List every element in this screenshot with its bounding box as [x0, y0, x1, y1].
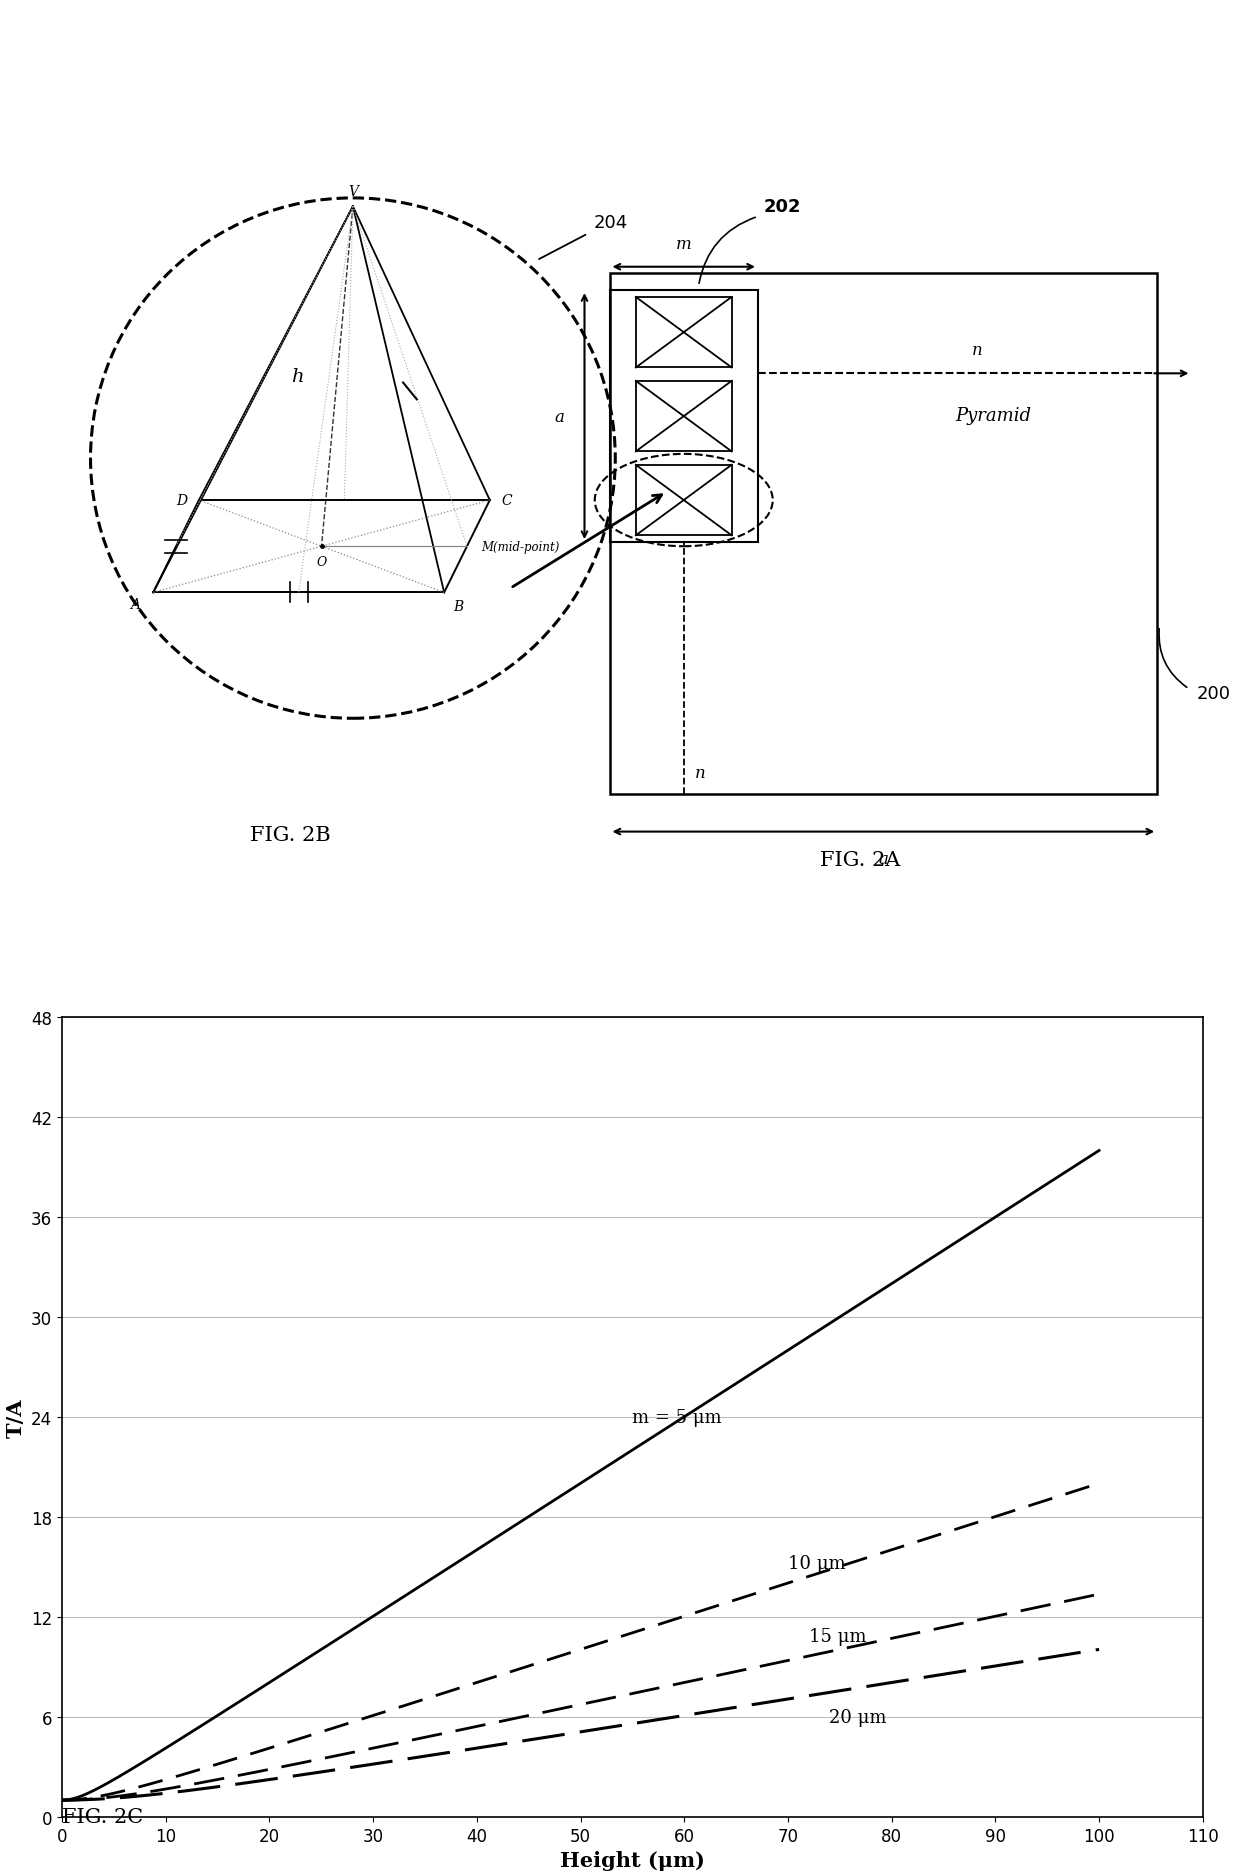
Bar — [636, 382, 732, 451]
Bar — [636, 298, 732, 369]
Text: 20 μm: 20 μm — [830, 1708, 887, 1727]
Text: a: a — [878, 850, 888, 867]
Y-axis label: T/A: T/A — [5, 1397, 26, 1437]
Text: m: m — [676, 236, 692, 253]
Text: 15 μm: 15 μm — [808, 1628, 867, 1644]
Text: D: D — [176, 494, 187, 508]
Text: A: A — [129, 597, 140, 611]
Text: M(mid-point): M(mid-point) — [481, 541, 559, 553]
Text: 200: 200 — [1197, 686, 1231, 702]
Text: FIG. 2B: FIG. 2B — [249, 826, 331, 845]
Text: a: a — [554, 408, 564, 425]
Text: m = 5 μm: m = 5 μm — [632, 1408, 722, 1425]
Text: FIG. 2A: FIG. 2A — [821, 850, 900, 869]
X-axis label: Height (μm): Height (μm) — [560, 1851, 704, 1869]
Text: O: O — [316, 554, 326, 568]
Text: n: n — [972, 343, 983, 360]
Text: C: C — [501, 494, 512, 508]
Text: FIG. 2C: FIG. 2C — [62, 1807, 143, 1826]
Text: n: n — [696, 764, 706, 781]
Bar — [610, 290, 758, 543]
Bar — [636, 466, 732, 536]
Text: h: h — [291, 369, 304, 386]
Text: 204: 204 — [594, 214, 627, 232]
Text: 202: 202 — [764, 197, 801, 215]
Text: B: B — [454, 599, 464, 614]
Text: V: V — [348, 185, 358, 199]
Text: 10 μm: 10 μm — [787, 1555, 846, 1571]
Text: Pyramid: Pyramid — [955, 406, 1030, 425]
Bar — [610, 273, 1157, 794]
